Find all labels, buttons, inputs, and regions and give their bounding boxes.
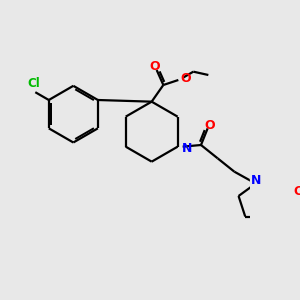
Text: O: O (204, 119, 214, 132)
Text: Cl: Cl (27, 77, 40, 90)
Text: O: O (181, 72, 191, 85)
Text: O: O (293, 185, 300, 198)
Text: N: N (182, 142, 192, 155)
Text: O: O (150, 60, 160, 73)
Text: N: N (251, 174, 261, 187)
